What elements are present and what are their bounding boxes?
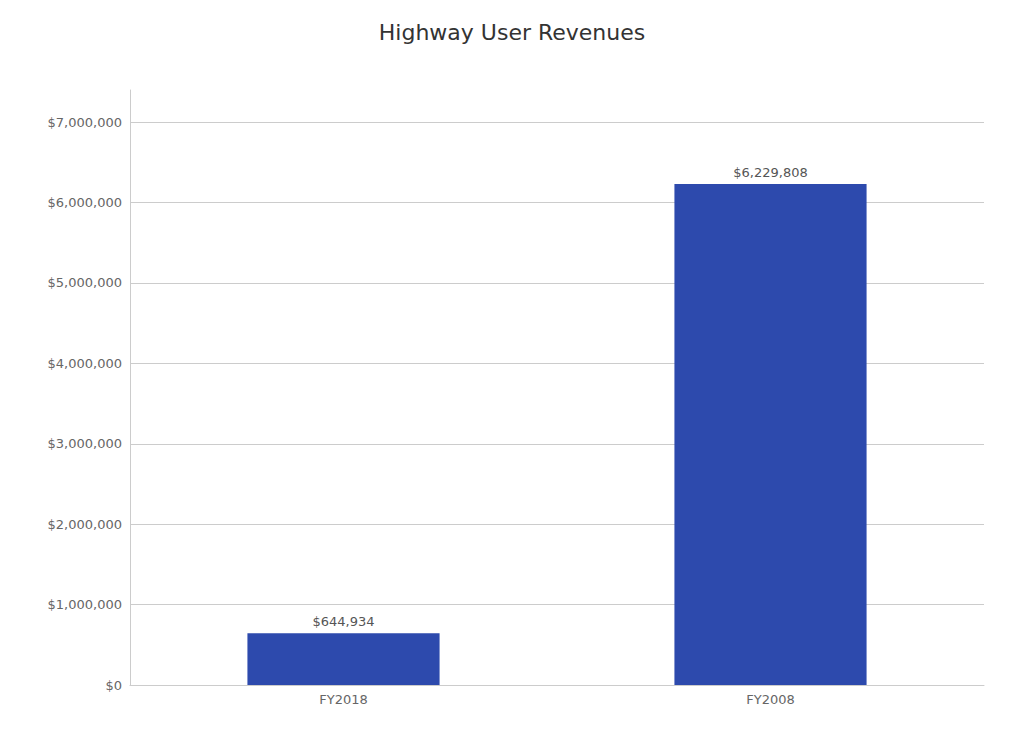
svg-text:FY2018: FY2018 xyxy=(319,692,368,707)
svg-text:$5,000,000: $5,000,000 xyxy=(48,275,122,290)
svg-text:FY2008: FY2008 xyxy=(746,692,795,707)
svg-text:$6,000,000: $6,000,000 xyxy=(48,195,122,210)
svg-text:$1,000,000: $1,000,000 xyxy=(48,597,122,612)
svg-text:$644,934: $644,934 xyxy=(312,614,374,629)
svg-text:$2,000,000: $2,000,000 xyxy=(48,517,122,532)
svg-text:$0: $0 xyxy=(105,678,122,693)
svg-text:Highway User Revenues: Highway User Revenues xyxy=(379,20,645,45)
svg-text:$6,229,808: $6,229,808 xyxy=(733,165,807,180)
svg-text:$3,000,000: $3,000,000 xyxy=(48,436,122,451)
svg-text:$4,000,000: $4,000,000 xyxy=(48,356,122,371)
svg-text:$7,000,000: $7,000,000 xyxy=(48,115,122,130)
